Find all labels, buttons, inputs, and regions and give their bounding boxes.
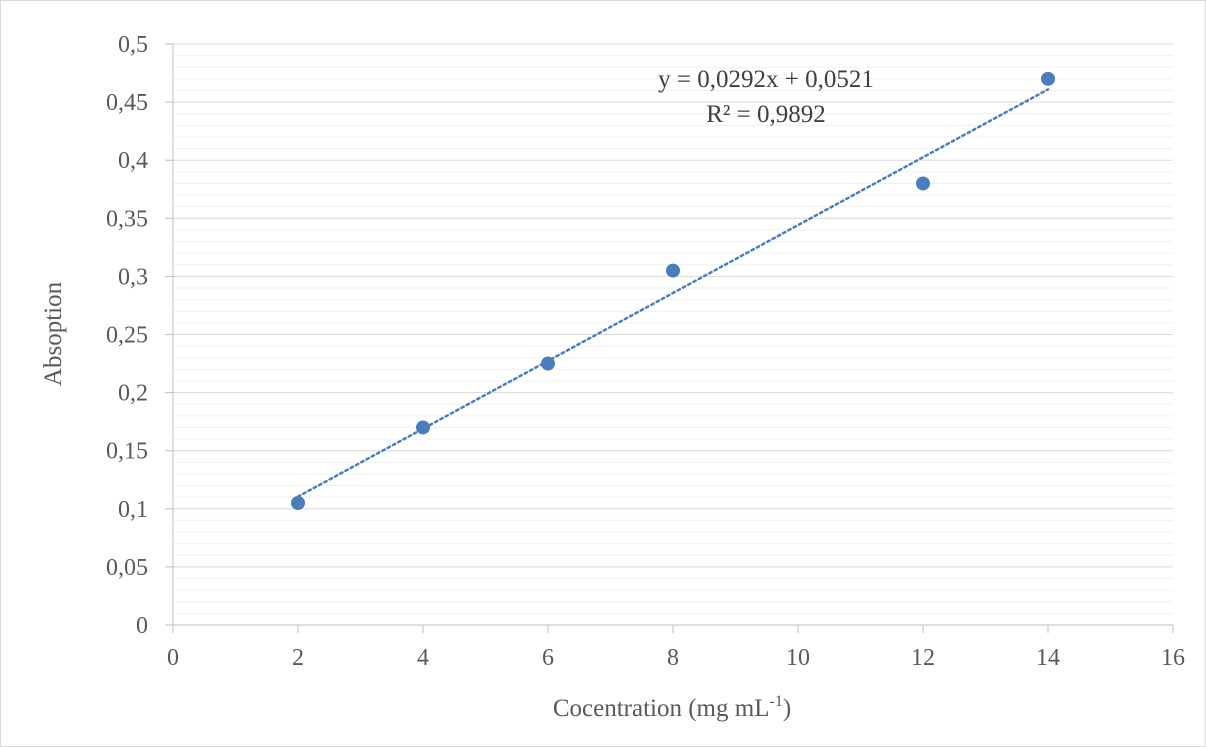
data-point <box>291 495 305 510</box>
trendline-equation: y = 0,0292x + 0,0521 <box>658 66 874 93</box>
x-tick-label: 10 <box>786 645 810 671</box>
x-axis-title-suffix: ) <box>783 695 791 722</box>
y-tick-label: 0 <box>136 613 148 639</box>
data-point <box>916 176 930 191</box>
x-tick-labels: 0 2 4 6 8 10 12 14 16 <box>167 645 1185 671</box>
trendline <box>296 88 1050 498</box>
y-tick-label: 0,3 <box>118 264 148 290</box>
x-tick-label: 0 <box>167 645 179 671</box>
x-tick-label: 12 <box>911 645 935 671</box>
y-tick-label: 0,1 <box>118 497 148 523</box>
y-tick-labels: 0 0,05 0,1 0,15 0,2 0,25 0,3 0,35 0,4 0,45 0,5 <box>106 32 148 639</box>
trendline-r-squared: R² = 0,9892 <box>706 101 826 128</box>
data-point <box>416 420 430 435</box>
x-tick-label: 2 <box>292 645 304 671</box>
data-point <box>541 356 555 371</box>
major-gridlines <box>173 43 1173 568</box>
x-axis-title-main: Cocentration (mg mL <box>553 695 770 722</box>
y-tick-label: 0,35 <box>106 206 148 232</box>
y-tick-label: 0,2 <box>118 381 148 407</box>
axes <box>165 43 1174 633</box>
x-axis-title-superscript: -1 <box>769 693 782 710</box>
y-tick-label: 0,4 <box>118 148 148 174</box>
y-axis-title: Absoption <box>40 281 67 386</box>
x-tick-label: 16 <box>1161 645 1185 671</box>
trendline-group <box>296 88 1050 498</box>
y-tick-label: 0,5 <box>118 32 148 58</box>
y-tick-label: 0,45 <box>106 90 148 116</box>
x-tick-label: 8 <box>667 645 679 671</box>
y-tick-label: 0,15 <box>106 439 148 465</box>
x-tick-label: 4 <box>417 645 429 671</box>
data-point <box>1041 71 1055 86</box>
y-tick-label: 0,05 <box>106 555 148 581</box>
x-axis-title: Cocentration (mg mL-1) <box>553 693 791 722</box>
data-point <box>666 263 680 278</box>
x-tick-label: 6 <box>542 645 554 671</box>
x-tick-label: 14 <box>1036 645 1060 671</box>
data-points <box>291 71 1055 510</box>
y-tick-label: 0,25 <box>106 323 148 349</box>
